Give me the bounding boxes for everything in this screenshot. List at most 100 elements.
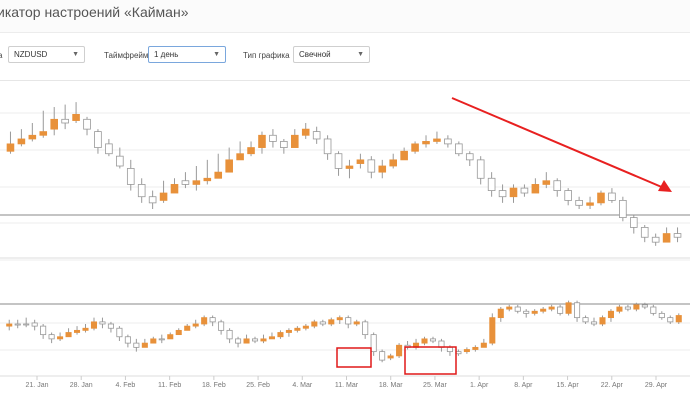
sentiment-candle — [319, 321, 326, 325]
sentiment-candle — [268, 336, 275, 340]
sentiment-candle — [201, 317, 208, 325]
sentiment-candle — [294, 327, 301, 331]
sentiment-candle — [658, 312, 665, 319]
candlestick-chart[interactable]: 21. Jan 28. Jan 4. Feb 11. Feb 18. Feb 25. Fe… — [0, 80, 690, 400]
price-candle — [192, 180, 201, 185]
price-candle — [83, 118, 91, 130]
trend-arrow-head — [658, 180, 672, 192]
price-candle — [170, 184, 179, 194]
sentiment-candle — [124, 336, 131, 344]
x-tick-label: 15. Apr — [556, 382, 579, 389]
sentiment-candle — [557, 306, 564, 314]
sentiment-candle — [387, 355, 394, 359]
sentiment-candle — [192, 323, 199, 327]
sentiment-candle — [57, 336, 64, 340]
sentiment-candle — [150, 338, 157, 344]
price-candle — [575, 200, 583, 206]
price-candle — [378, 165, 387, 173]
sentiment-candle — [48, 334, 55, 340]
sentiment-candle — [90, 321, 98, 329]
price-candle — [356, 159, 365, 164]
price-candle — [61, 118, 69, 124]
price-candle — [312, 131, 321, 140]
sentiment-candle — [167, 334, 174, 340]
price-candle — [181, 180, 190, 185]
price-candle — [323, 138, 332, 155]
sentiment-candle — [624, 306, 631, 310]
sentiment-candle — [396, 344, 403, 357]
sentiment-candle — [599, 317, 606, 325]
sentiment-candle — [116, 327, 123, 338]
price-candle — [203, 177, 212, 182]
price-candle — [50, 118, 58, 130]
price-candle — [39, 131, 48, 136]
price-candle — [367, 159, 376, 173]
sentiment-candle — [285, 329, 292, 333]
sentiment-candle — [311, 321, 318, 327]
price-candle — [258, 134, 266, 148]
chart-type-select[interactable]: Свечной ▼ — [293, 46, 370, 63]
x-tick-label: 21. Jan — [26, 382, 49, 389]
sentiment-candle — [379, 351, 386, 361]
sentiment-candle — [548, 306, 555, 310]
sentiment-candle — [497, 308, 504, 319]
chevron-down-icon: ▼ — [357, 51, 364, 58]
price-candle — [553, 180, 562, 191]
sentiment-candle — [472, 346, 479, 350]
sentiment-candle — [235, 338, 242, 344]
sentiment-candle — [540, 308, 547, 312]
sentiment-candle — [590, 321, 598, 325]
symbol-select[interactable]: NZDUSD ▼ — [8, 46, 85, 63]
price-candle — [422, 141, 430, 145]
sentiment-candle — [421, 338, 428, 344]
price-candle — [476, 159, 485, 179]
chevron-down-icon: ▼ — [72, 51, 79, 58]
sentiment-candle — [218, 321, 225, 331]
price-candle — [531, 184, 540, 194]
sentiment-candle — [429, 338, 437, 342]
sentiment-candle — [251, 338, 259, 342]
price-candle — [17, 138, 26, 145]
sentiment-candle — [243, 338, 250, 344]
price-candle — [72, 114, 80, 121]
sentiment-candle — [175, 329, 182, 336]
sentiment-candle — [633, 304, 640, 310]
price-candle — [520, 187, 529, 194]
price-candle — [630, 217, 638, 228]
title-bar: икатор настроений «Кайман» — [0, 0, 690, 33]
x-tick-label: 18. Feb — [202, 382, 226, 389]
sentiment-candle — [480, 342, 487, 348]
sentiment-candle — [277, 332, 284, 338]
price-candle — [126, 168, 135, 185]
price-candle — [280, 141, 288, 148]
price-candle — [137, 184, 146, 198]
price-candle — [444, 138, 452, 145]
x-tick-label: 25. Mar — [423, 382, 447, 389]
chevron-down-icon: ▼ — [213, 51, 220, 58]
price-candle — [597, 192, 605, 204]
price-candle — [225, 159, 233, 173]
timeframe-select[interactable]: 1 день ▼ — [148, 46, 226, 63]
price-candle — [28, 134, 37, 140]
price-candle — [509, 187, 518, 198]
highlight-box — [336, 347, 372, 368]
price-candle — [105, 143, 113, 155]
sentiment-candle — [582, 317, 589, 323]
price-candle — [487, 177, 496, 191]
x-tick-label: 4. Feb — [115, 382, 135, 389]
sentiment-candle — [370, 334, 377, 353]
sentiment-candle — [328, 319, 335, 325]
sentiment-candle — [667, 317, 674, 323]
symbol-label: а — [0, 51, 3, 60]
price-candle — [159, 192, 168, 201]
page-title: икатор настроений «Кайман» — [0, 4, 189, 20]
price-candle — [455, 143, 463, 155]
price-candle — [345, 165, 354, 169]
x-tick-label: 4. Mar — [292, 382, 313, 389]
price-candle — [411, 143, 419, 152]
price-candle — [236, 153, 244, 161]
sentiment-candle — [133, 342, 140, 348]
price-candle — [498, 190, 507, 198]
sentiment-candle — [65, 332, 72, 338]
sentiment-candle — [336, 317, 343, 321]
